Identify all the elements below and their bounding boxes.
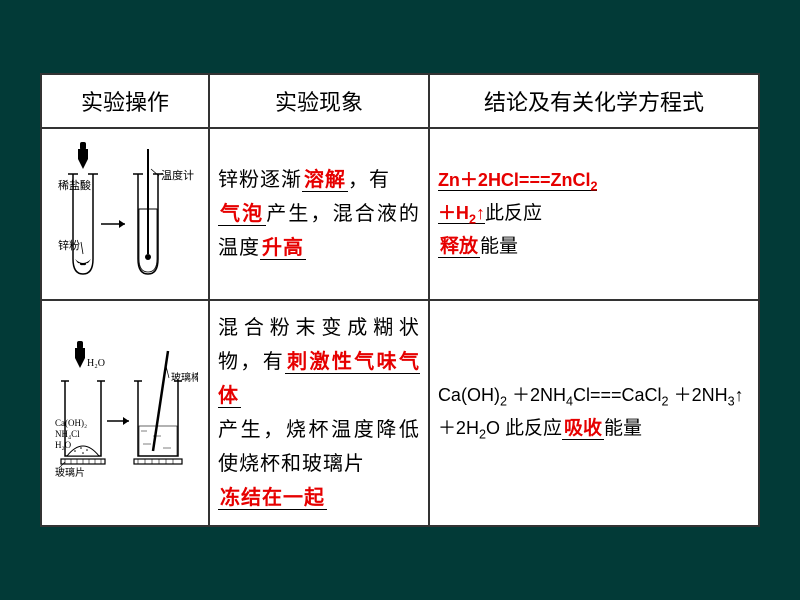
svg-text:H₂O: H₂O [55, 440, 72, 450]
conclusion-cell-2: Ca(OH)2 ＋2NH4Cl===CaCl2 ＋2NH3↑＋2H2O 此反应吸… [429, 300, 759, 526]
answer-freeze: 冻结在一起 [218, 487, 327, 510]
svg-text:锌粉: 锌粉 [58, 238, 80, 252]
table-row: H₂O 玻璃棒 Ca(OH)₂ NH₄Cl H₂O 玻璃片 混合粉末变成糊状物，… [41, 300, 759, 526]
answer-release: 释放 [438, 236, 480, 258]
svg-text:玻璃棒: 玻璃棒 [171, 371, 198, 384]
phenomenon-cell-1: 锌粉逐渐溶解，有 气泡产生，混合液的温度升高 [209, 128, 429, 300]
text: 能量 [480, 236, 518, 257]
equation-zn-2: ＋H2↑ [438, 203, 485, 224]
text: 此反应 [505, 418, 562, 439]
diagram-caoh-nh4cl: H₂O 玻璃棒 Ca(OH)₂ NH₄Cl H₂O 玻璃片 [41, 300, 209, 526]
header-phenomenon: 实验现象 [209, 74, 429, 128]
header-row: 实验操作 实验现象 结论及有关化学方程式 [41, 74, 759, 128]
conclusion-cell-1: Zn＋2HCl===ZnCl2 ＋H2↑此反应 释放能量 [429, 128, 759, 300]
experiment-table: 实验操作 实验现象 结论及有关化学方程式 [40, 73, 760, 527]
phenomenon-cell-2: 混合粉末变成糊状物，有刺激性气味气体 产生，烧杯温度降低使烧杯和玻璃片 冻结在一… [209, 300, 429, 526]
svg-text:稀盐酸: 稀盐酸 [58, 178, 91, 192]
text: ，有 [348, 169, 390, 191]
svg-text:H₂O: H₂O [87, 358, 105, 369]
text: 能量 [604, 418, 642, 439]
answer-rise: 升高 [260, 237, 306, 260]
diagram-zinc-hcl: 稀盐酸 温度计 锌粉 [41, 128, 209, 300]
answer-absorb: 吸收 [562, 418, 604, 440]
text: 锌粉逐渐 [218, 169, 302, 191]
svg-text:温度计: 温度计 [161, 168, 194, 182]
text: 产生，烧杯温度降低使烧杯和玻璃片 [218, 419, 420, 475]
tube-diagram-icon: 稀盐酸 温度计 锌粉 [53, 139, 198, 289]
beaker-diagram-icon: H₂O 玻璃棒 Ca(OH)₂ NH₄Cl H₂O 玻璃片 [53, 336, 198, 491]
answer-dissolve: 溶解 [302, 169, 348, 192]
header-conclusion: 结论及有关化学方程式 [429, 74, 759, 128]
text: 此反应 [485, 203, 542, 224]
header-operation: 实验操作 [41, 74, 209, 128]
answer-bubble: 气泡 [218, 203, 266, 226]
equation-zn: Zn＋2HCl===ZnCl2 [438, 170, 598, 191]
svg-text:NH₄Cl: NH₄Cl [55, 429, 80, 439]
svg-text:Ca(OH)₂: Ca(OH)₂ [55, 418, 87, 428]
table-row: 稀盐酸 温度计 锌粉 锌粉逐渐溶解，有 气泡产生，混合液的温度升高 Zn＋2HC… [41, 128, 759, 300]
